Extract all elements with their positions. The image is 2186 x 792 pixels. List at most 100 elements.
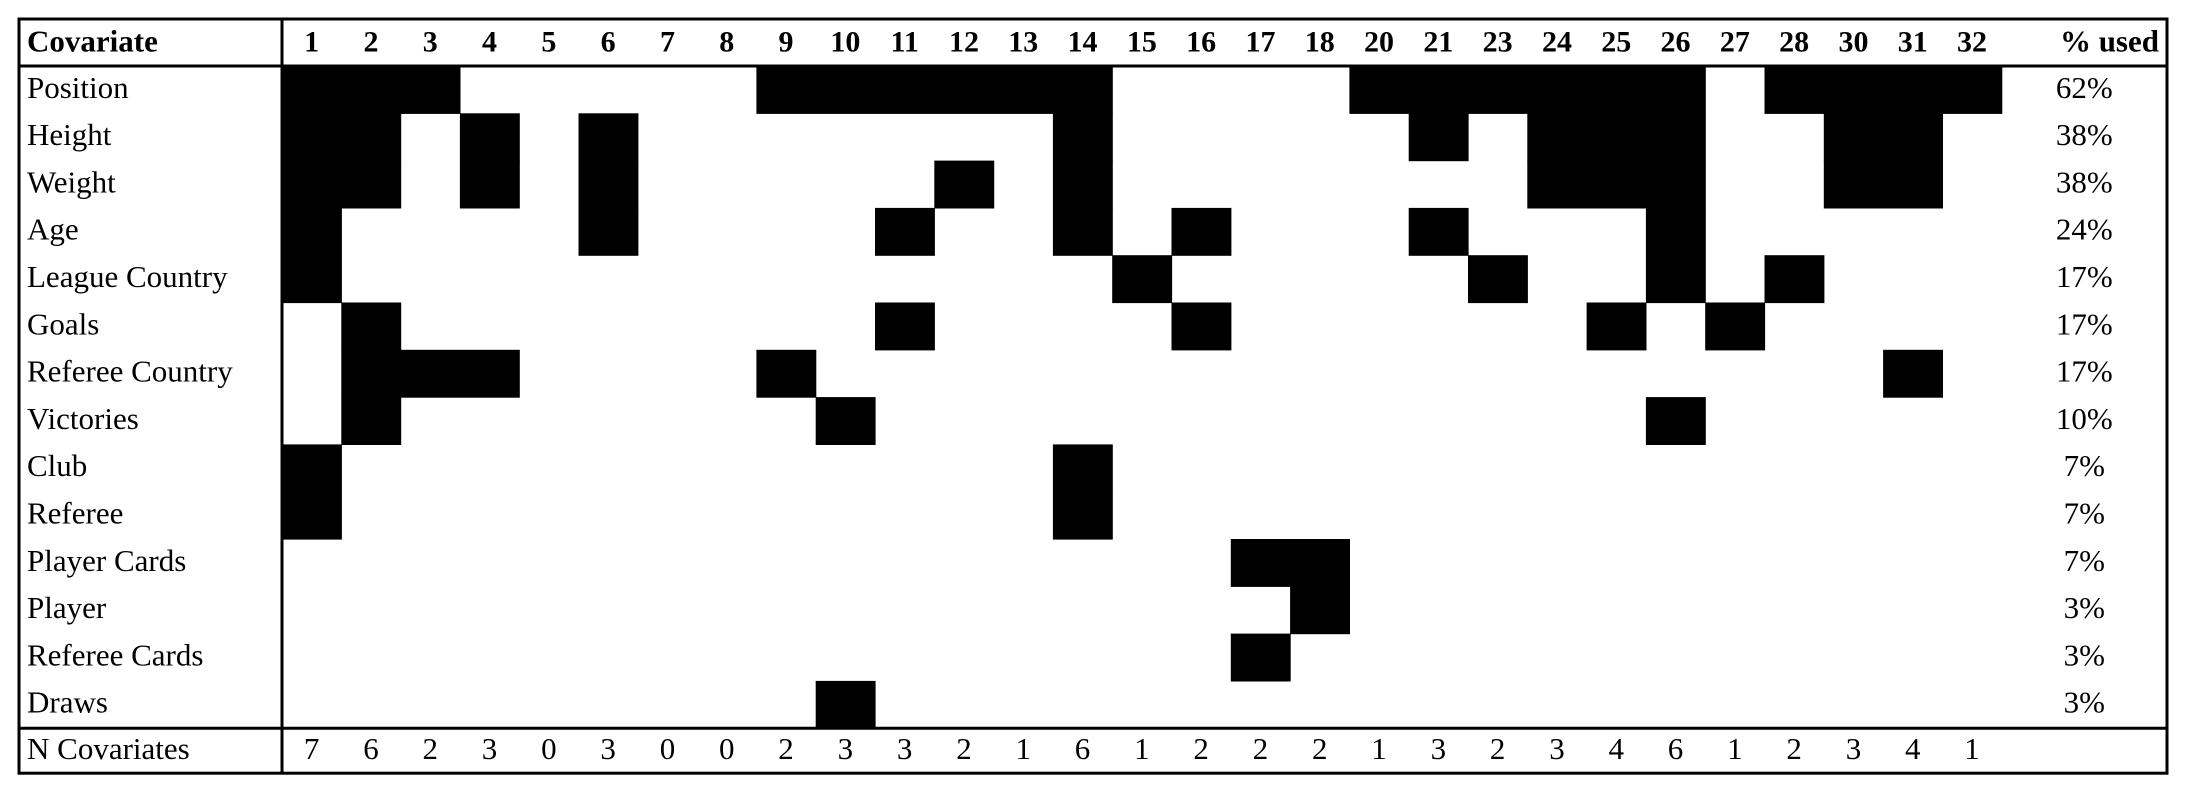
cell-filled — [756, 349, 817, 398]
cell-filled — [993, 66, 1054, 114]
cell-filled — [1764, 66, 1825, 114]
cell-filled — [815, 66, 876, 114]
column-total: 6 — [1668, 731, 1684, 766]
column-label: 2 — [363, 25, 378, 58]
cell-filled — [578, 113, 639, 162]
row-label: Club — [27, 448, 87, 483]
column-total: 3 — [1846, 731, 1862, 766]
cell-filled — [341, 113, 402, 162]
cell-filled — [875, 207, 935, 256]
cell-filled — [282, 160, 342, 209]
cell-filled — [341, 397, 402, 445]
cell-filled — [1052, 207, 1113, 256]
column-total: 0 — [660, 731, 676, 766]
column-label: 5 — [541, 25, 556, 58]
row-used-percent: 7% — [2064, 448, 2105, 483]
cell-filled — [1230, 539, 1291, 587]
row-label: Draws — [27, 685, 108, 720]
cell-filled — [341, 66, 402, 114]
cell-filled — [875, 66, 935, 114]
row-used-percent: 38% — [2056, 164, 2113, 199]
column-label: 28 — [1779, 25, 1809, 58]
column-label: 17 — [1245, 25, 1275, 58]
cell-filled — [1527, 160, 1588, 209]
cell-filled — [1764, 255, 1825, 304]
cell-filled — [1705, 302, 1766, 351]
row-label: Referee — [27, 495, 123, 530]
column-total: 2 — [956, 731, 972, 766]
column-total: 2 — [1490, 731, 1506, 766]
cell-filled — [341, 160, 402, 209]
cell-filled — [282, 113, 342, 162]
cell-filled — [282, 255, 342, 304]
column-label: 21 — [1423, 25, 1453, 58]
cell-filled — [400, 66, 461, 114]
column-label: 18 — [1305, 25, 1335, 58]
cell-filled — [1052, 491, 1113, 540]
column-total: 0 — [541, 731, 557, 766]
column-label: 30 — [1838, 25, 1868, 58]
column-label: 14 — [1068, 25, 1098, 58]
cell-filled — [1883, 66, 1943, 114]
column-label: 23 — [1483, 25, 1513, 58]
cell-filled — [400, 349, 461, 398]
row-used-percent: 3% — [2064, 590, 2105, 625]
row-used-percent: 17% — [2056, 306, 2113, 341]
column-label: 12 — [949, 25, 979, 58]
cell-filled — [578, 160, 639, 209]
cell-filled — [1052, 113, 1113, 162]
column-total: 3 — [1431, 731, 1447, 766]
column-total: 2 — [423, 731, 439, 766]
cell-filled — [1645, 113, 1706, 162]
column-label: 4 — [482, 25, 497, 58]
column-label: 13 — [1008, 25, 1038, 58]
cell-filled — [1645, 160, 1706, 209]
row-label: Referee Country — [27, 354, 233, 389]
column-total: 3 — [482, 731, 498, 766]
column-label: 9 — [779, 25, 794, 58]
column-total: 3 — [1549, 731, 1565, 766]
cell-filled — [1290, 586, 1350, 635]
row-label: Player Cards — [27, 543, 186, 578]
column-label: 3 — [423, 25, 438, 58]
outer-border — [17, 17, 2169, 775]
column-label: 15 — [1127, 25, 1157, 58]
column-total: 6 — [1075, 731, 1091, 766]
cell-filled — [282, 444, 342, 493]
cell-filled — [875, 302, 935, 351]
row-used-percent: 10% — [2056, 401, 2113, 436]
cell-filled — [459, 113, 520, 162]
cell-filled — [459, 349, 520, 398]
cell-filled — [815, 397, 876, 445]
cell-filled — [1645, 255, 1706, 304]
row-used-percent: 62% — [2056, 70, 2113, 105]
cell-filled — [1586, 160, 1647, 209]
cell-filled — [1586, 66, 1647, 114]
column-total: 3 — [600, 731, 616, 766]
cell-filled — [1527, 66, 1588, 114]
cell-filled — [1408, 66, 1469, 114]
cell-filled — [1883, 113, 1943, 162]
column-total: 2 — [1786, 731, 1802, 766]
table-labels: Covariate 1 2 3 4 5 6 7 8 9 10 11 12 13 14 15 16 17 18 20 21… — [27, 24, 2159, 766]
row-label: Referee Cards — [27, 637, 203, 672]
cell-filled — [1823, 66, 1884, 114]
row-used-percent: 7% — [2064, 543, 2105, 578]
cell-filled — [1586, 302, 1647, 351]
column-label: 20 — [1364, 25, 1394, 58]
cell-filled — [578, 207, 639, 256]
cell-filled — [1171, 207, 1232, 256]
column-total: 2 — [1312, 731, 1328, 766]
cell-filled — [934, 160, 995, 209]
cell-filled — [341, 302, 402, 351]
row-label: Victories — [27, 401, 139, 436]
column-total: 1 — [1727, 731, 1743, 766]
column-label: 26 — [1661, 25, 1691, 58]
cell-filled — [341, 349, 402, 398]
column-label: 24 — [1542, 25, 1572, 58]
cell-filled — [1468, 255, 1528, 304]
cell-filled — [1468, 66, 1528, 114]
cell-filled — [1052, 444, 1113, 493]
column-total: 3 — [897, 731, 913, 766]
